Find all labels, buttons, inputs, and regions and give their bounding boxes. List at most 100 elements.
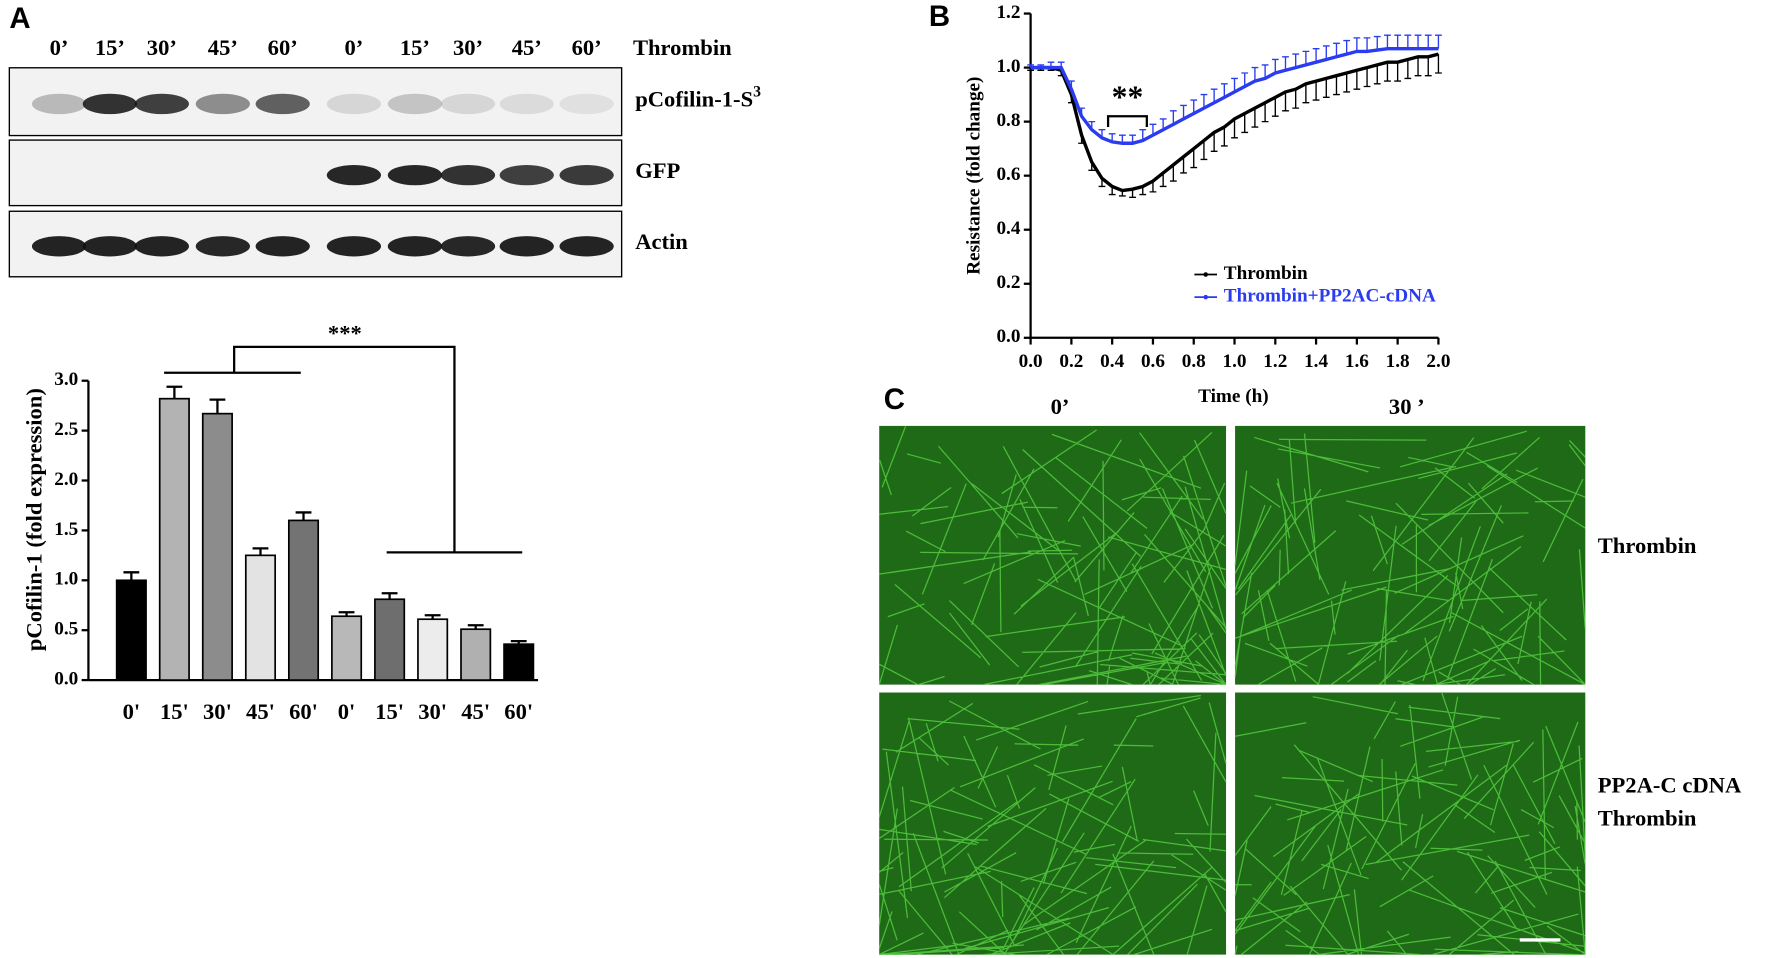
actin-fibers: [1234, 430, 1586, 686]
blot-band: [499, 164, 554, 186]
lane-label: 60’: [572, 35, 602, 60]
y-tick-label: 1.5: [54, 519, 78, 540]
panel-label: B: [929, 0, 950, 33]
lane-label: 15’: [95, 35, 125, 60]
blot-band: [195, 236, 250, 257]
error-bar: [1312, 48, 1320, 63]
blot-row-label: pCofilin-1-S3: [635, 83, 761, 112]
error-bar: [1292, 89, 1300, 109]
error-bar: [467, 624, 484, 630]
error-bar: [1363, 67, 1371, 88]
annotation: **: [1112, 79, 1144, 114]
blot-band: [31, 93, 87, 115]
error-bar: [295, 511, 312, 521]
error-bar: [1424, 34, 1432, 49]
lane-label: 30’: [453, 35, 483, 60]
x-tick-label: 0': [338, 699, 356, 724]
blot-band: [387, 236, 443, 257]
y-tick-label: 0.5: [54, 619, 78, 640]
panel-label: C: [884, 383, 905, 416]
micrograph: [1235, 692, 1586, 955]
error-bar: [1231, 118, 1238, 139]
error-bar: [1373, 35, 1381, 51]
blot-band: [499, 236, 554, 257]
row-label-text: Actin: [635, 229, 688, 254]
x-tick-label: 1.8: [1386, 351, 1410, 372]
error-bar: [1292, 53, 1300, 68]
x-tick-label: 0.6: [1141, 351, 1165, 372]
error-bar: [1180, 104, 1187, 119]
lane-label: 30’: [147, 35, 177, 60]
series-line: [1030, 52, 1439, 193]
blot-row-label: GFP: [635, 158, 680, 183]
error-bar: [1394, 34, 1402, 49]
x-tick-label: 0.4: [1100, 351, 1124, 372]
y-tick-label: 0.8: [996, 110, 1020, 131]
bar: [115, 579, 147, 681]
error-bar: [1169, 110, 1177, 125]
error-bar: [1271, 58, 1279, 73]
error-bar: [1404, 59, 1412, 80]
row-label-text: pCofilin-1-S: [635, 87, 753, 112]
x-tick-label: 1.2: [1263, 351, 1287, 372]
error-bar: [1424, 56, 1432, 77]
bar: [158, 397, 190, 681]
error-bar: [1251, 66, 1259, 82]
blot-band: [31, 236, 87, 257]
bar: [503, 643, 535, 681]
x-tick-label: 30': [203, 699, 232, 724]
row-label-sup: 3: [753, 83, 761, 100]
blot-band: [559, 164, 614, 186]
y-axis-label: pCofilin-1 (fold expression): [22, 388, 47, 651]
error-bar: [1200, 93, 1208, 109]
y-tick-label: 1.2: [996, 2, 1020, 23]
lane-label: 15’: [400, 35, 430, 60]
row-label: PP2A-C cDNA: [1598, 773, 1742, 798]
blot-band: [440, 93, 496, 115]
error-bar: [338, 611, 355, 617]
blot-band: [82, 236, 137, 257]
blot-band: [82, 93, 137, 115]
error-bar: [1302, 50, 1310, 65]
blot-band: [326, 164, 382, 186]
blot-band: [559, 236, 614, 257]
x-tick-label: 45': [246, 699, 275, 724]
blot-band: [387, 164, 443, 186]
x-tick-label: 15': [375, 699, 404, 724]
error-bar: [252, 547, 269, 556]
error-bar: [1159, 172, 1167, 188]
actin-fibers: [878, 426, 1227, 686]
bar: [244, 554, 277, 681]
blot-band: [440, 236, 496, 257]
error-bar: [1435, 54, 1442, 74]
error-bar: [424, 614, 441, 620]
error-bar: [1322, 45, 1330, 60]
error-bar: [1261, 102, 1269, 123]
x-tick-label: 60': [289, 699, 318, 724]
y-tick-label: 0.4: [996, 218, 1020, 239]
x-tick-label: 1.4: [1304, 351, 1328, 372]
error-bar: [123, 571, 140, 581]
error-bar: [1241, 72, 1249, 87]
blot-band: [326, 236, 382, 257]
column-label: 30 ’: [1389, 394, 1425, 419]
error-bar: [1210, 88, 1218, 103]
x-tick-label: 60': [504, 699, 533, 724]
x-tick-label: 0.2: [1059, 351, 1083, 372]
error-bar: [1220, 83, 1228, 98]
blot-band: [255, 236, 310, 257]
error-bar: [1373, 64, 1381, 85]
error-bar: [510, 640, 527, 645]
y-tick-label: 0.0: [54, 668, 78, 689]
actin-fibers: [1234, 692, 1586, 956]
x-tick-label: 45': [461, 699, 490, 724]
error-bar: [1241, 113, 1249, 134]
error-bar: [1435, 34, 1442, 49]
row-label: Thrombin: [1598, 805, 1697, 830]
significance-bracket: [1106, 115, 1148, 128]
blot-band: [195, 93, 250, 115]
error-bar: [1363, 37, 1371, 52]
bar: [331, 615, 363, 681]
blot-band: [440, 164, 496, 186]
error-bar: [1353, 37, 1361, 52]
